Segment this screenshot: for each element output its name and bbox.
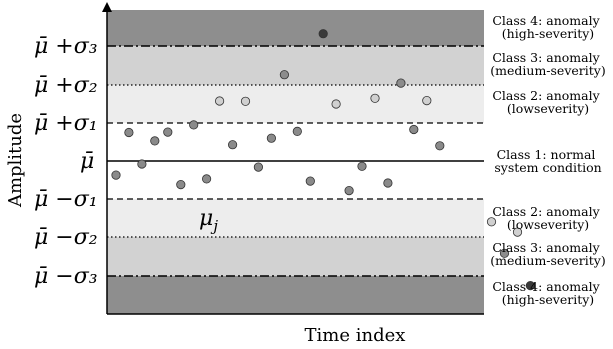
- label-mu-minus-sigma2: μ̄ −σ₂: [34, 225, 98, 250]
- data-point: [111, 170, 121, 180]
- data-point: [124, 127, 134, 138]
- data-point: [202, 174, 212, 184]
- data-point: [435, 141, 445, 151]
- band-class4-bottom: [107, 276, 484, 314]
- band-class2-bottom: [107, 199, 484, 237]
- data-point: [163, 127, 173, 137]
- data-point: [279, 70, 289, 80]
- y-axis-title: Amplitude: [5, 113, 26, 208]
- data-point: [150, 136, 160, 146]
- y-axis-arrow-icon: [102, 2, 112, 12]
- severity-bands: [107, 10, 484, 314]
- band-class2-top: [107, 85, 484, 123]
- band-class4-top: [107, 10, 484, 46]
- data-point: [292, 126, 302, 136]
- data-point: [318, 29, 328, 39]
- label-mu-minus-sigma1: μ̄ −σ₁: [34, 187, 98, 212]
- data-point: [396, 78, 406, 88]
- label-mu-plus-sigma3: μ̄ +σ₃: [34, 34, 98, 59]
- data-point: [499, 248, 510, 258]
- data-points: [111, 29, 536, 291]
- label-mu-plus-sigma1: μ̄ +σ₁: [34, 111, 98, 136]
- point-annotation-mu-j-main: μ: [199, 206, 213, 231]
- y-level-labels: μ̄ +σ₃ μ̄ +σ₂ μ̄ +σ₁ μ̄ μ̄ −σ₁ μ̄ −σ₂ μ̄…: [34, 34, 98, 289]
- data-point: [422, 96, 432, 106]
- data-point: [137, 159, 147, 169]
- data-point: [383, 178, 393, 188]
- data-point: [344, 186, 354, 196]
- point-annotation-mu-j: μj: [199, 206, 218, 235]
- data-point: [176, 180, 186, 190]
- band-class3-bottom: [107, 237, 484, 276]
- data-point: [331, 99, 341, 109]
- band-class3-top: [107, 46, 484, 85]
- data-point: [240, 96, 251, 106]
- axes: [102, 2, 484, 315]
- data-point: [357, 161, 367, 171]
- class-label-class2-bottom: Class 2: anomaly (lowseverity): [492, 204, 603, 232]
- data-point: [253, 162, 263, 172]
- data-point: [409, 124, 419, 135]
- data-point: [525, 280, 536, 291]
- class-label-class3-bottom: Class 3: anomaly (medium-severity): [490, 240, 605, 268]
- data-point: [370, 93, 380, 103]
- data-point: [266, 133, 276, 143]
- label-mu-minus-sigma3: μ̄ −σ₃: [34, 264, 98, 289]
- class-label-class4-bottom: Class 4: anomaly (high-severity): [492, 279, 603, 307]
- threshold-lines: [107, 45, 484, 277]
- x-axis-title: Time index: [305, 325, 406, 346]
- data-point-mu-j: [512, 227, 523, 237]
- class-label-class4-top: Class 4: anomaly (high-severity): [492, 13, 603, 41]
- class-label-class1: Class 1: normal system condition: [494, 147, 601, 175]
- data-point: [486, 217, 497, 227]
- data-point: [215, 96, 225, 106]
- data-point: [189, 120, 199, 130]
- data-point: [305, 176, 315, 186]
- class-labels: Class 4: anomaly (high-severity) Class 3…: [490, 13, 605, 307]
- label-mu-plus-sigma2: μ̄ +σ₂: [34, 73, 98, 98]
- class-label-class2-top: Class 2: anomaly (lowseverity): [492, 88, 603, 116]
- point-annotation-mu-j-sub: j: [210, 217, 218, 235]
- data-point: [228, 140, 238, 150]
- class-label-class3-top: Class 3: anomaly (medium-severity): [490, 50, 605, 78]
- label-mu-bar: μ̄: [80, 149, 94, 174]
